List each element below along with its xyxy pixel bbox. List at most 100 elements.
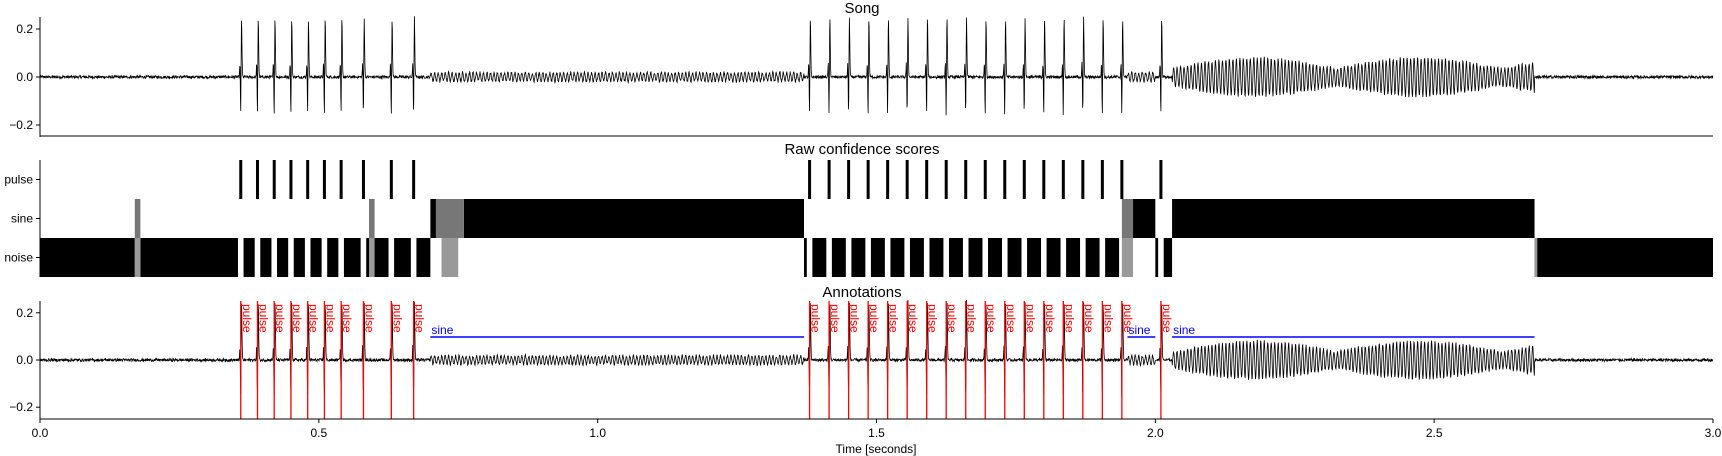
- pulse-score-bar: [808, 160, 812, 199]
- annotations-y-tick-label: 0.2: [16, 306, 33, 320]
- pulse-score-bar: [925, 160, 929, 199]
- sine-annotation-label: sine: [431, 323, 453, 337]
- pulse-annotation-label: pulse: [240, 304, 254, 333]
- noise-score-block: [1105, 238, 1120, 277]
- pulse-score-bar: [255, 160, 259, 199]
- noise-score-faint: [369, 238, 375, 277]
- x-tick-label: 2.0: [1147, 426, 1164, 440]
- pulse-score-bar: [1022, 160, 1026, 199]
- pulse-annotation-label: pulse: [906, 304, 920, 333]
- noise-score-faint: [441, 238, 459, 277]
- pulse-score-bar: [322, 160, 326, 199]
- noise-score-block: [293, 238, 305, 277]
- x-tick-label: 3.0: [1705, 426, 1722, 440]
- noise-score-faint: [1534, 238, 1538, 277]
- annotations-plot-area: pulse pulse pulse pulse pulse pulse pulse pulse…: [39, 299, 1714, 419]
- pulse-annotation-label: pulse: [828, 304, 842, 333]
- noise-score-block: [394, 238, 411, 277]
- pulse-annotation-label: pulse: [809, 304, 823, 333]
- x-tick-label: 1.0: [589, 426, 606, 440]
- song-waveform: [39, 16, 1714, 116]
- annotation-waveform: [39, 299, 1714, 398]
- pulse-annotation-label: pulse: [413, 304, 427, 333]
- confidence-panel: Raw confidence scores pulse sine noise: [4, 141, 1713, 277]
- pulse-score-bar: [905, 160, 909, 199]
- noise-score-block: [40, 238, 135, 277]
- noise-score-block: [1085, 238, 1100, 277]
- noise-score-block: [1155, 238, 1159, 277]
- sine-score-faint: [369, 199, 375, 238]
- pulse-score-bar: [306, 160, 310, 199]
- annotations-y-tick-label: 0.0: [16, 353, 33, 367]
- confidence-row-label-sine: sine: [11, 212, 33, 226]
- pulse-annotation-label: pulse: [290, 304, 304, 333]
- noise-score-block: [929, 238, 944, 277]
- pulse-annotation-label: pulse: [390, 304, 404, 333]
- noise-score-block: [343, 238, 361, 277]
- noise-score-block: [327, 238, 339, 277]
- pulse-annotation-label: pulse: [1101, 304, 1115, 333]
- pulse-score-bar: [239, 160, 243, 199]
- noise-score-block: [831, 238, 846, 277]
- pulse-score-bar: [964, 160, 968, 199]
- pulse-annotation-label: pulse: [362, 304, 376, 333]
- annotations-x-axis: 0.0 0.5 1.0 1.5 2.0 2.5 3.0: [32, 418, 1722, 440]
- noise-score-faint: [134, 238, 141, 277]
- noise-score-block: [260, 238, 272, 277]
- sine-score-block: [430, 199, 436, 238]
- pulse-score-bar: [886, 160, 890, 199]
- pulse-annotation-label: pulse: [945, 304, 959, 333]
- x-axis-label: Time [seconds]: [836, 442, 917, 456]
- song-y-tick-label: 0.2: [16, 22, 33, 36]
- noise-score-block: [1027, 238, 1042, 277]
- sine-score-block: [463, 199, 805, 238]
- confidence-title: Raw confidence scores: [784, 141, 939, 158]
- pulse-annotation-label: pulse: [1023, 304, 1037, 333]
- noise-score-block: [812, 238, 827, 277]
- pulse-annotation-label: pulse: [867, 304, 881, 333]
- pulse-annotation-label: pulse: [256, 304, 270, 333]
- noise-score-block: [140, 238, 238, 277]
- noise-score-block: [1007, 238, 1022, 277]
- pulse-score-bar: [1061, 160, 1065, 199]
- pulse-score-bar: [1120, 160, 1124, 199]
- pulse-annotation-label: pulse: [965, 304, 979, 333]
- pulse-annotation-label: pulse: [1043, 304, 1057, 333]
- sine-score-block: [1172, 199, 1535, 238]
- x-tick-label: 0.0: [32, 426, 49, 440]
- confidence-y-axis: pulse sine noise: [4, 160, 41, 277]
- confidence-heatmap: [40, 160, 1713, 277]
- pulse-score-bar: [847, 160, 851, 199]
- noise-score-block: [243, 238, 255, 277]
- pulse-score-bar: [1003, 160, 1007, 199]
- x-tick-label: 0.5: [310, 426, 327, 440]
- song-y-tick-label: −0.2: [9, 118, 33, 132]
- pulse-annotation-label: pulse: [1004, 304, 1018, 333]
- pulse-annotation-label: pulse: [1082, 304, 1096, 333]
- noise-score-block: [804, 238, 807, 277]
- confidence-row-label-noise: noise: [4, 251, 33, 265]
- pulse-annotation-label: pulse: [323, 304, 337, 333]
- pulse-annotation-label: pulse: [307, 304, 321, 333]
- song-title: Song: [844, 0, 879, 17]
- pulse-score-bar: [944, 160, 948, 199]
- noise-score-block: [968, 238, 983, 277]
- annotations-panel: Annotations pulse pulse pulse pulse pulse pul…: [9, 284, 1721, 456]
- sine-annotation-label: sine: [1173, 323, 1195, 337]
- pulse-annotation-label: pulse: [848, 304, 862, 333]
- confidence-row-label-pulse: pulse: [4, 173, 33, 187]
- noise-score-faint: [1121, 238, 1134, 277]
- noise-score-block: [851, 238, 866, 277]
- pulse-score-bar: [866, 160, 870, 199]
- noise-score-block: [1046, 238, 1061, 277]
- pulse-score-bar: [1159, 160, 1163, 199]
- sine-score-faint: [1121, 199, 1134, 238]
- song-y-tick-label: 0.0: [16, 70, 33, 84]
- pulse-score-bar: [1100, 160, 1104, 199]
- pulse-score-bar: [1081, 160, 1085, 199]
- annotations-y-axis: −0.2 0.0 0.2: [9, 301, 41, 419]
- sine-score-faint: [435, 199, 464, 238]
- song-panel: Song −0.2 0.0 0.2: [9, 0, 1714, 137]
- pulse-annotation-label: pulse: [340, 304, 354, 333]
- pulse-score-bar: [983, 160, 987, 199]
